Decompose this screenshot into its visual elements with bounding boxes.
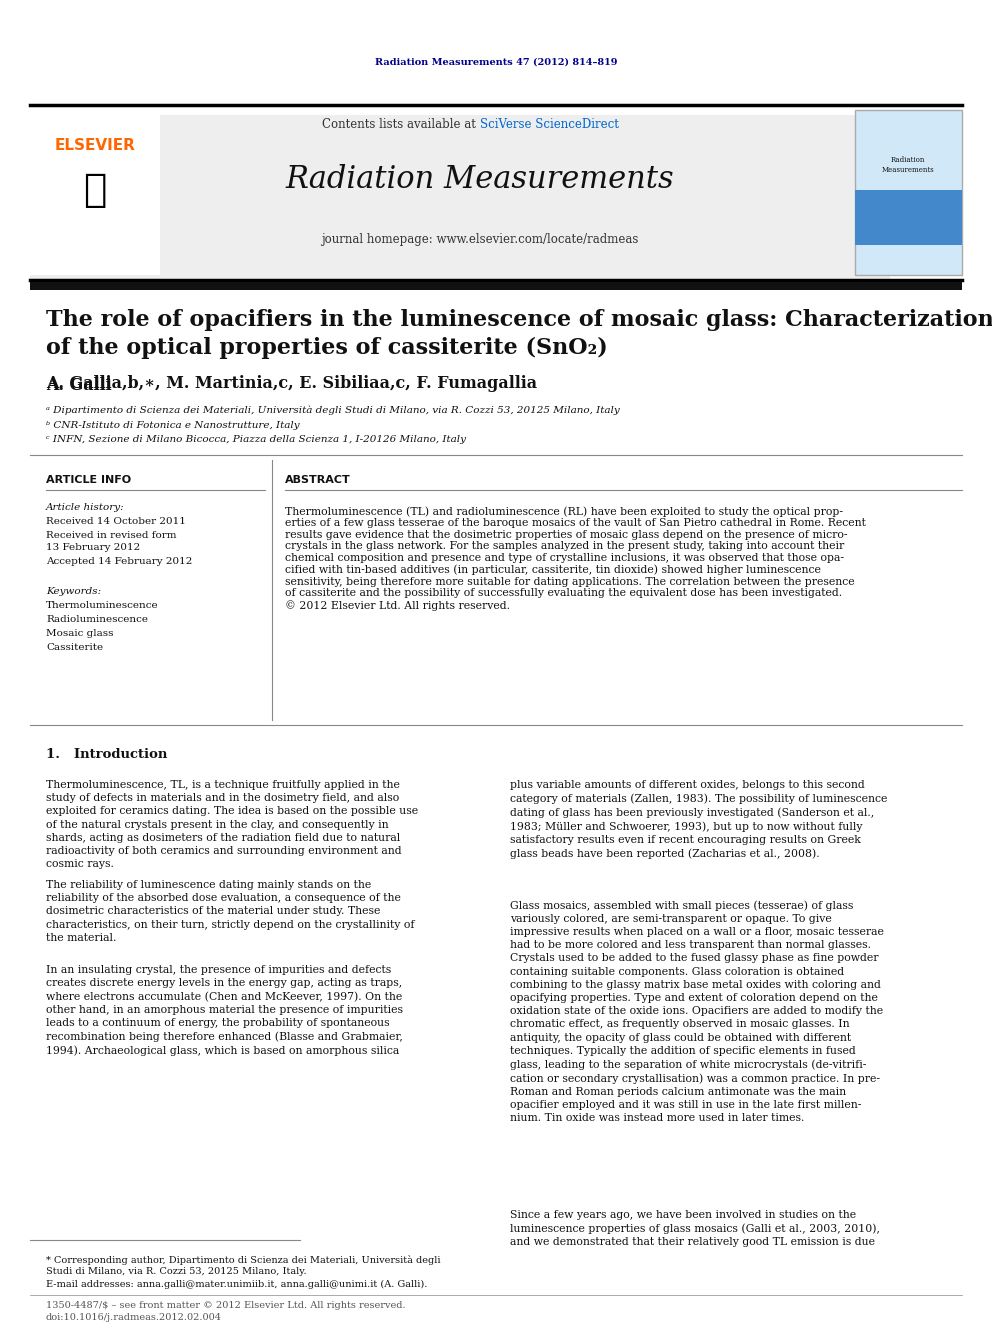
Text: ABSTRACT: ABSTRACT (285, 475, 351, 486)
Bar (30, 110, 160, 275)
Text: 1350-4487/$ – see front matter © 2012 Elsevier Ltd. All rights reserved.: 1350-4487/$ – see front matter © 2012 El… (46, 1301, 406, 1310)
Text: Radioluminescence: Radioluminescence (46, 615, 148, 624)
Text: 13 February 2012: 13 February 2012 (46, 544, 140, 553)
Text: Cassiterite: Cassiterite (46, 643, 103, 652)
Text: Glass mosaics, assembled with small pieces (tesserae) of glass
variously colored: Glass mosaics, assembled with small piec… (510, 900, 884, 1123)
Text: Thermoluminescence, TL, is a technique fruitfully applied in the
study of defect: Thermoluminescence, TL, is a technique f… (46, 781, 418, 869)
Text: Contents lists available at: Contents lists available at (322, 119, 480, 131)
Text: The reliability of luminescence dating mainly stands on the
reliability of the a: The reliability of luminescence dating m… (46, 880, 415, 943)
Text: of the optical properties of cassiterite (SnO₂): of the optical properties of cassiterite… (46, 337, 608, 359)
Text: journal homepage: www.elsevier.com/locate/radmeas: journal homepage: www.elsevier.com/locat… (321, 233, 639, 246)
Text: ARTICLE INFO: ARTICLE INFO (46, 475, 131, 486)
Text: ELSEVIER: ELSEVIER (55, 138, 136, 152)
Text: 🌳: 🌳 (83, 171, 107, 209)
Text: 1.   Introduction: 1. Introduction (46, 749, 168, 762)
Text: Accepted 14 February 2012: Accepted 14 February 2012 (46, 557, 192, 566)
Text: doi:10.1016/j.radmeas.2012.02.004: doi:10.1016/j.radmeas.2012.02.004 (46, 1314, 222, 1323)
Text: Article history:: Article history: (46, 504, 125, 512)
Text: Received in revised form: Received in revised form (46, 531, 177, 540)
Text: ᶜ INFN, Sezione di Milano Bicocca, Piazza della Scienza 1, I-20126 Milano, Italy: ᶜ INFN, Sezione di Milano Bicocca, Piazz… (46, 435, 466, 445)
Text: E-mail addresses: anna.galli@mater.unimiib.it, anna.galli@unimi.it (A. Galli).: E-mail addresses: anna.galli@mater.unimi… (46, 1279, 428, 1289)
Bar (855, 191, 962, 245)
Text: ᵇ CNR-Istituto di Fotonica e Nanostrutture, Italy: ᵇ CNR-Istituto di Fotonica e Nanostruttu… (46, 421, 300, 430)
Text: In an insulating crystal, the presence of impurities and defects
creates discret: In an insulating crystal, the presence o… (46, 964, 403, 1056)
Text: A. Galli: A. Galli (46, 377, 112, 393)
Text: ᵃ Dipartimento di Scienza dei Materiali, Università degli Studi di Milano, via R: ᵃ Dipartimento di Scienza dei Materiali,… (46, 405, 620, 414)
Text: Since a few years ago, we have been involved in studies on the
luminescence prop: Since a few years ago, we have been invo… (510, 1211, 880, 1248)
Text: plus variable amounts of different oxides, belongs to this second
category of ma: plus variable amounts of different oxide… (510, 781, 888, 859)
Text: SciVerse ScienceDirect: SciVerse ScienceDirect (480, 119, 619, 131)
Text: * Corresponding author, Dipartimento di Scienza dei Materiali, Università degli
: * Corresponding author, Dipartimento di … (46, 1256, 440, 1275)
Text: Radiation
Measurements: Radiation Measurements (882, 156, 934, 173)
Text: Thermoluminescence (TL) and radioluminescence (RL) have been exploited to study : Thermoluminescence (TL) and radiolumines… (285, 505, 866, 611)
Text: Mosaic glass: Mosaic glass (46, 630, 113, 639)
Text: Keywords:: Keywords: (46, 587, 101, 597)
Bar (855, 110, 962, 275)
Text: A. Gallia,b,∗, M. Martinia,c, E. Sibiliaa,c, F. Fumagallia: A. Gallia,b,∗, M. Martinia,c, E. Sibilia… (46, 374, 537, 392)
Text: Thermoluminescence: Thermoluminescence (46, 602, 159, 610)
Text: The role of opacifiers in the luminescence of mosaic glass: Characterization: The role of opacifiers in the luminescen… (46, 310, 992, 331)
Text: Received 14 October 2011: Received 14 October 2011 (46, 517, 186, 527)
Bar (30, 282, 962, 290)
Bar (30, 115, 890, 284)
Text: Radiation Measurements 47 (2012) 814–819: Radiation Measurements 47 (2012) 814–819 (375, 57, 617, 66)
Text: Radiation Measurements: Radiation Measurements (286, 164, 675, 196)
